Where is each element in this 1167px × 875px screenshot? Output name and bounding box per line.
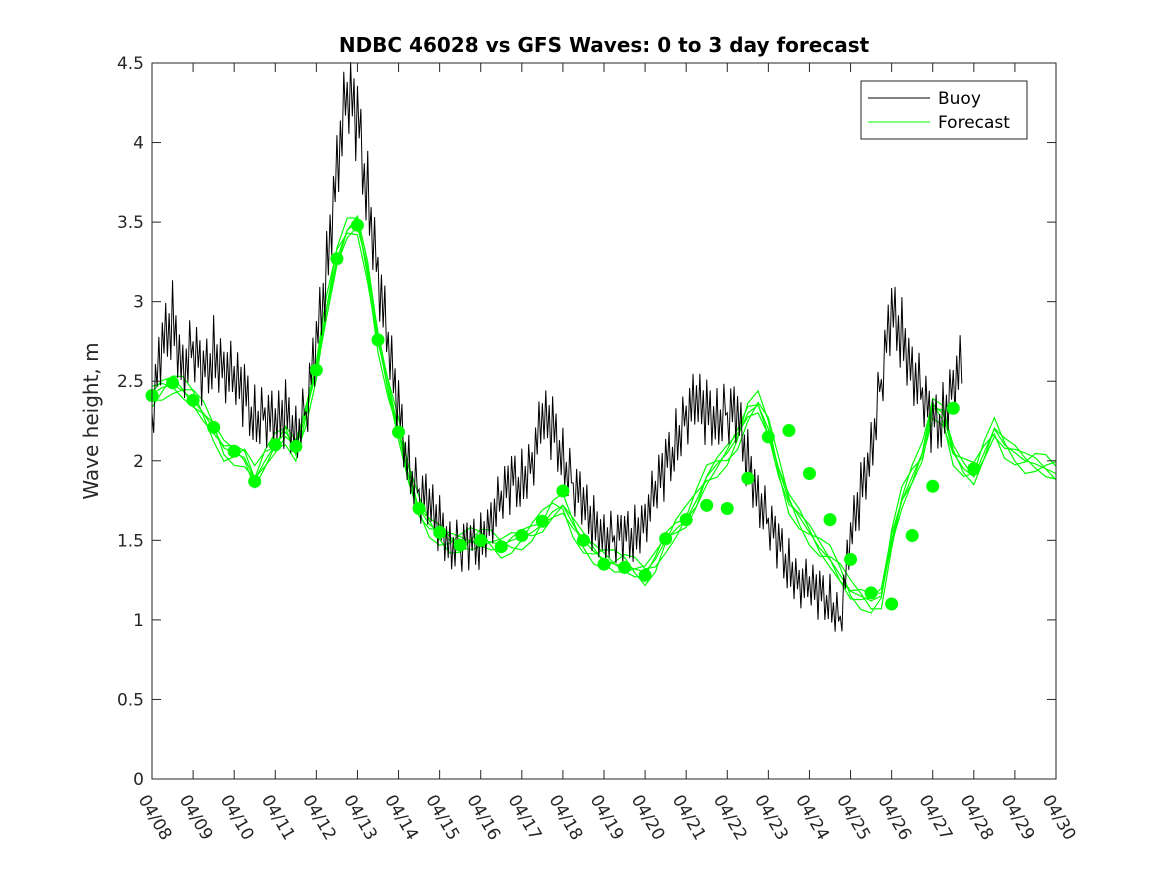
forecast-point [412,502,426,516]
forecast-point [186,393,200,407]
x-tick-label: 04/28 [955,792,997,844]
y-axis-label: Wave height, m [79,342,103,499]
forecast-point [474,533,488,547]
x-tick-label: 04/10 [216,792,258,844]
legend: Buoy Forecast [860,80,1028,140]
y-tick-label: 1.5 [117,531,144,551]
x-tick-label: 04/20 [627,792,669,844]
forecast-point [659,532,673,546]
x-tick-label: 04/08 [134,792,176,844]
forecast-point [823,513,837,527]
forecast-point [618,560,632,574]
forecast-series-line [151,214,1057,594]
y-tick-label: 3.5 [117,213,144,233]
forecast-point [371,333,385,347]
forecast-point [248,474,262,488]
forecast-point [761,430,775,444]
forecast-series-line [151,232,1057,614]
forecast-point [700,498,714,512]
x-tick-label: 04/24 [791,792,833,844]
x-tick-label: 04/09 [175,792,217,844]
y-tick-label: 0.5 [117,690,144,710]
x-tick-label: 04/16 [462,792,504,844]
x-tick-label: 04/22 [709,792,751,844]
plot-area [145,62,1057,632]
x-tick-label: 04/12 [298,792,340,844]
x-tick-label: 04/26 [873,792,915,844]
x-tick-label: 04/11 [257,792,299,844]
forecast-point [802,467,816,481]
forecast-point [535,514,549,528]
x-tick-label: 04/17 [503,792,545,844]
y-axis-ticks: 0 0.5 1 1.5 2 2.5 3 3.5 4 4.5 [117,54,1056,790]
forecast-point [166,376,180,390]
forecast-point [494,540,508,554]
forecast-point [864,586,878,600]
y-tick-label: 1 [133,611,144,631]
forecast-point [679,513,693,527]
forecast-point [638,568,652,582]
x-tick-label: 04/15 [421,792,463,844]
forecast-point [576,533,590,547]
forecast-point [289,439,303,453]
forecast-series-line [151,221,1057,602]
forecast-point [885,597,899,611]
y-tick-label: 4 [133,134,144,154]
forecast-series-line [151,225,1057,601]
x-tick-label: 04/30 [1038,792,1080,844]
legend-forecast-label: Forecast [938,113,1010,133]
x-axis-ticks: 04/08 04/09 04/10 04/11 04/12 04/13 04/14 04/15… [134,63,1080,844]
x-tick-label: 04/14 [380,792,422,844]
forecast-point [905,529,919,543]
x-tick-label: 04/29 [997,792,1039,844]
forecast-point [597,557,611,571]
forecast-point [782,424,796,438]
y-tick-label: 2.5 [117,372,144,392]
forecast-point [556,484,570,498]
x-tick-label: 04/18 [545,792,587,844]
forecast-point [946,401,960,415]
legend-box [860,80,1028,140]
x-tick-label: 04/13 [339,792,381,844]
forecast-point [392,425,406,439]
y-tick-label: 2 [133,452,144,472]
buoy-series-line [151,62,963,632]
chart-title: NDBC 46028 vs GFS Waves: 0 to 3 day fore… [339,33,870,57]
forecast-point [720,502,734,516]
y-tick-label: 3 [133,293,144,313]
x-tick-label: 04/25 [832,792,874,844]
forecast-point [227,444,241,458]
forecast-point [926,479,940,493]
legend-buoy-label: Buoy [938,89,981,109]
forecast-point [268,438,282,452]
forecast-point [350,218,364,232]
forecast-point [741,471,755,485]
forecast-point [453,538,467,552]
x-tick-label: 04/23 [750,792,792,844]
forecast-point [844,552,858,566]
forecast-point [515,529,529,543]
y-tick-label: 4.5 [117,54,144,74]
forecast-point [330,252,344,266]
forecast-point [309,363,323,377]
x-tick-label: 04/27 [914,792,956,844]
y-tick-label: 0 [133,770,144,790]
forecast-point [207,420,221,434]
x-tick-label: 04/21 [668,792,710,844]
forecast-point [967,462,981,476]
forecast-point [433,525,447,539]
x-tick-label: 04/19 [586,792,628,844]
